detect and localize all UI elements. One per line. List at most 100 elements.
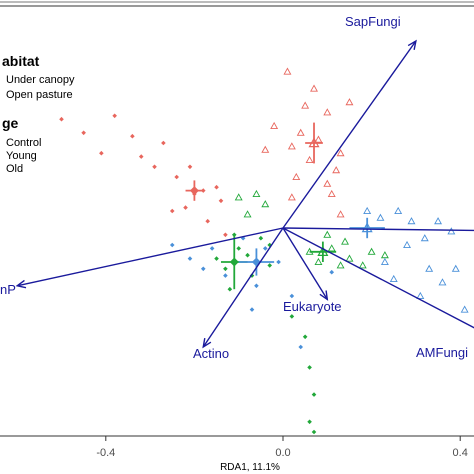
point-blue-pasture xyxy=(403,240,412,249)
point-green-pasture xyxy=(367,247,376,255)
x-tick-label: -0.4 xyxy=(96,447,115,459)
point-blue-pasture xyxy=(363,206,372,215)
arrow-shaft xyxy=(282,227,474,329)
point-blue-canopy xyxy=(249,307,255,312)
point-blue-canopy xyxy=(187,256,193,261)
plot-frame xyxy=(0,1,474,437)
point-green-pasture xyxy=(261,200,270,208)
point-red-pasture xyxy=(305,155,314,164)
point-green-canopy xyxy=(307,419,312,425)
point-blue-pasture xyxy=(394,206,403,215)
point-green-canopy xyxy=(236,246,241,251)
point-red-pasture xyxy=(310,84,318,92)
biplot-arrows: SapFungi nP Actino Eukaryote AMFungi xyxy=(0,14,474,361)
arrow-head xyxy=(319,290,329,301)
point-green-canopy xyxy=(302,334,308,340)
point-blue-canopy xyxy=(276,259,281,265)
arrow-label-eukaryote: Eukaryote xyxy=(283,299,342,314)
point-green-canopy xyxy=(249,273,255,278)
point-blue-pasture xyxy=(451,264,460,272)
legend-label-young: Young xyxy=(6,150,37,162)
point-green-canopy xyxy=(311,392,317,397)
point-green-canopy xyxy=(227,286,233,292)
point-red-canopy xyxy=(152,164,157,170)
point-green-pasture xyxy=(345,254,354,262)
arrow-label-amfungi: AMFungi xyxy=(416,345,468,360)
point-blue-canopy xyxy=(262,246,268,251)
point-red-pasture xyxy=(292,172,301,181)
point-green-pasture xyxy=(341,237,349,245)
arrow-label-sapfungi: SapFungi xyxy=(345,14,401,29)
point-red-canopy xyxy=(81,130,86,136)
point-green-pasture xyxy=(243,210,252,218)
point-red-canopy xyxy=(223,232,228,238)
point-blue-pasture xyxy=(389,274,398,283)
point-green-canopy xyxy=(289,314,295,319)
arrow-label-np: nP xyxy=(0,282,16,297)
point-red-canopy xyxy=(174,174,179,180)
point-green-pasture xyxy=(327,244,336,252)
centroid-green-pasture xyxy=(317,246,329,256)
point-blue-canopy xyxy=(240,235,246,241)
point-red-pasture xyxy=(345,98,354,106)
x-tick-label: 0.4 xyxy=(453,447,468,459)
point-blue-canopy xyxy=(223,273,228,278)
point-green-canopy xyxy=(223,266,228,272)
legend-label-control: Control xyxy=(6,137,41,149)
legend-title-habitat: abitat xyxy=(2,53,40,69)
arrow-shaft xyxy=(282,227,474,232)
point-red-canopy xyxy=(59,116,64,122)
point-red-canopy xyxy=(187,164,193,170)
legend-label-under-canopy: Under canopy xyxy=(6,74,75,86)
legend-label-old: Old xyxy=(6,163,23,175)
point-blue-pasture xyxy=(447,227,456,235)
centroid-red-pasture xyxy=(308,137,320,148)
point-green-canopy xyxy=(267,242,273,248)
group-centroids xyxy=(185,122,385,290)
point-red-canopy xyxy=(200,188,206,193)
point-blue-canopy xyxy=(169,242,175,248)
arrow-head xyxy=(202,338,212,349)
x-tick-label: 0.0 xyxy=(275,447,290,459)
arrow-shaft xyxy=(282,227,328,300)
point-green-canopy xyxy=(214,256,219,261)
arrow-shaft xyxy=(202,227,284,348)
arrow-head xyxy=(15,279,27,289)
point-green-pasture xyxy=(323,230,332,238)
point-red-canopy xyxy=(214,184,219,190)
point-blue-pasture xyxy=(438,278,447,286)
point-blue-pasture xyxy=(420,234,429,242)
point-green-canopy xyxy=(245,252,250,258)
point-red-pasture xyxy=(301,101,310,109)
point-red-pasture xyxy=(296,128,305,136)
point-green-canopy xyxy=(307,365,312,370)
centroid-blue-pasture xyxy=(361,222,373,233)
centroid-green-canopy xyxy=(229,257,239,267)
point-red-pasture xyxy=(336,149,345,157)
point-red-canopy xyxy=(183,205,188,210)
point-blue-pasture xyxy=(434,217,443,225)
point-blue-pasture xyxy=(425,264,434,272)
point-red-pasture xyxy=(283,67,292,75)
point-red-canopy xyxy=(138,154,144,159)
point-red-canopy xyxy=(205,218,210,224)
point-blue-pasture xyxy=(407,217,416,225)
arrow-shaft xyxy=(17,227,284,287)
point-red-pasture xyxy=(287,142,296,150)
point-red-canopy xyxy=(161,140,166,146)
point-red-pasture xyxy=(327,189,336,198)
legend-title-age: ge xyxy=(2,115,19,131)
point-green-pasture xyxy=(358,261,367,269)
arrow-shaft xyxy=(282,40,417,229)
point-green-pasture xyxy=(252,189,261,198)
point-red-pasture xyxy=(332,166,341,174)
point-green-pasture xyxy=(314,257,323,266)
centroid-red-canopy xyxy=(189,186,199,196)
point-blue-canopy xyxy=(289,293,295,299)
x-axis-label: RDA1, 11.1% xyxy=(220,462,280,473)
point-green-pasture xyxy=(234,193,243,201)
point-blue-canopy xyxy=(209,246,215,251)
point-red-pasture xyxy=(270,121,279,130)
legend: abitat Under canopy Open pasture ge Cont… xyxy=(2,53,75,175)
point-green-pasture xyxy=(336,261,345,269)
